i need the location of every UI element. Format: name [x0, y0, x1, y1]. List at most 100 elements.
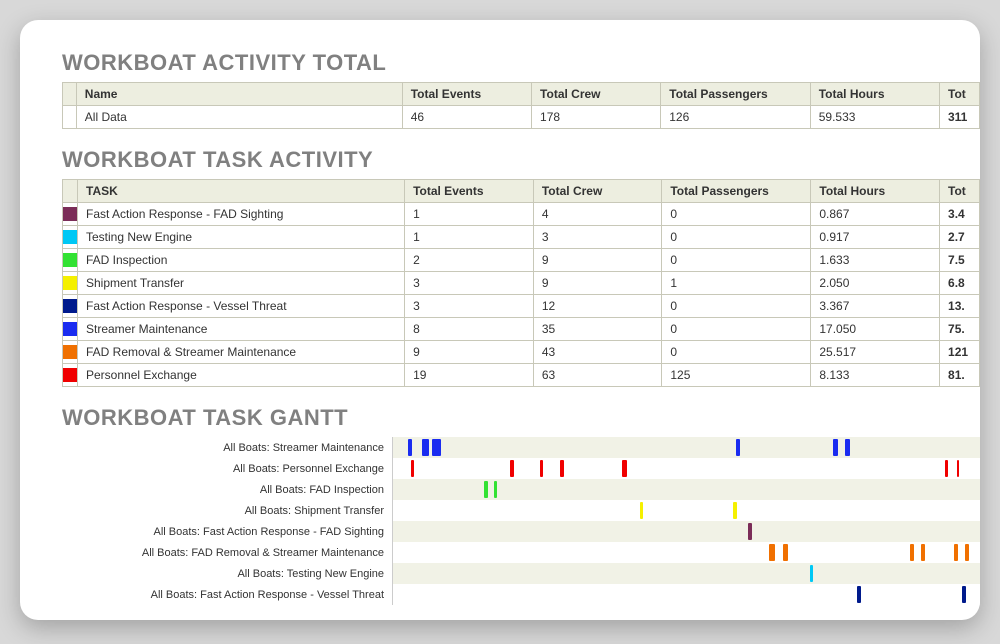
cell-cut: 81.	[940, 364, 980, 387]
gantt-title: WORKBOAT TASK GANTT	[62, 405, 980, 431]
gantt-track	[392, 458, 980, 479]
cell-hours: 3.367	[811, 295, 940, 318]
table-row: All Data 46 178 126 59.533 311	[63, 106, 980, 129]
cell-pax: 0	[662, 226, 811, 249]
cell-crew: 4	[533, 203, 662, 226]
cell-cut: 2.7	[940, 226, 980, 249]
cell-events: 1	[405, 226, 534, 249]
gantt-bar	[622, 460, 627, 477]
cell-pax: 0	[662, 203, 811, 226]
cell-crew: 9	[533, 249, 662, 272]
cell-crew: 35	[533, 318, 662, 341]
gantt-track	[392, 437, 980, 458]
gantt-row-label: All Boats: Fast Action Response - Vessel…	[62, 589, 392, 601]
gantt-bar	[769, 544, 775, 561]
cell-cut: 311	[940, 106, 980, 129]
gantt-bar	[833, 439, 838, 456]
swatch-cell	[63, 318, 78, 341]
col-name: Name	[76, 83, 402, 106]
gantt-bar	[408, 439, 412, 456]
col-cut: Tot	[940, 180, 980, 203]
col-events: Total Events	[405, 180, 534, 203]
cell-events: 3	[405, 295, 534, 318]
cell-events: 2	[405, 249, 534, 272]
gantt-row: All Boats: Fast Action Response - Vessel…	[62, 584, 980, 605]
gantt-row: All Boats: FAD Removal & Streamer Mainte…	[62, 542, 980, 563]
gantt-bar	[733, 502, 737, 519]
swatch-cell	[63, 203, 78, 226]
gantt-bar	[736, 439, 740, 456]
cell-cut: 7.5	[940, 249, 980, 272]
col-events: Total Events	[402, 83, 531, 106]
gantt-bar	[954, 544, 958, 561]
gantt-row-label: All Boats: Personnel Exchange	[62, 463, 392, 475]
cell-name: FAD Removal & Streamer Maintenance	[78, 341, 405, 364]
cell-pax: 1	[662, 272, 811, 295]
cell-cut: 6.8	[940, 272, 980, 295]
col-name: TASK	[78, 180, 405, 203]
cell-hours: 59.533	[810, 106, 939, 129]
col-hours: Total Hours	[810, 83, 939, 106]
cell-hours: 1.633	[811, 249, 940, 272]
gantt-bar	[494, 481, 498, 498]
gantt-row-label: All Boats: Shipment Transfer	[62, 505, 392, 517]
gantt-track	[392, 521, 980, 542]
table-row: Fast Action Response - FAD Sighting1400.…	[63, 203, 980, 226]
cell-crew: 3	[533, 226, 662, 249]
gantt-bar	[510, 460, 514, 477]
swatch-cell	[63, 226, 78, 249]
cell-name: FAD Inspection	[78, 249, 405, 272]
color-swatch	[63, 345, 77, 359]
gantt-bar	[910, 544, 915, 561]
cell-name: Testing New Engine	[78, 226, 405, 249]
gantt-track	[392, 563, 980, 584]
gantt-bar	[411, 460, 415, 477]
gantt-bar	[957, 460, 960, 477]
table-row: Streamer Maintenance835017.05075.	[63, 318, 980, 341]
gantt-bar	[945, 460, 949, 477]
table-header-row: TASK Total Events Total Crew Total Passe…	[63, 180, 980, 203]
cell-name: Fast Action Response - FAD Sighting	[78, 203, 405, 226]
cell-crew: 63	[533, 364, 662, 387]
gantt-bar	[965, 544, 969, 561]
gantt-bar	[962, 586, 966, 603]
cell-cut: 3.4	[940, 203, 980, 226]
cell-name: Personnel Exchange	[78, 364, 405, 387]
cell-pax: 0	[662, 318, 811, 341]
col-crew: Total Crew	[533, 180, 662, 203]
task-title: WORKBOAT TASK ACTIVITY	[62, 147, 980, 173]
gantt-row-label: All Boats: FAD Removal & Streamer Mainte…	[62, 547, 392, 559]
gantt-bar	[640, 502, 644, 519]
gantt-bar	[540, 460, 544, 477]
gantt-track	[392, 542, 980, 563]
swatch-cell	[63, 249, 78, 272]
swatch-cell	[63, 272, 78, 295]
gantt-bar	[422, 439, 429, 456]
gantt-bar	[484, 481, 488, 498]
cell-events: 46	[402, 106, 531, 129]
gantt-row-label: All Boats: FAD Inspection	[62, 484, 392, 496]
gantt-bar	[857, 586, 861, 603]
cell-name: Fast Action Response - Vessel Threat	[78, 295, 405, 318]
gantt-row: All Boats: Personnel Exchange	[62, 458, 980, 479]
cell-pax: 0	[662, 341, 811, 364]
cell-crew: 9	[533, 272, 662, 295]
col-hours: Total Hours	[811, 180, 940, 203]
gantt-row: All Boats: Shipment Transfer	[62, 500, 980, 521]
cell-hours: 2.050	[811, 272, 940, 295]
gantt-bar	[748, 523, 752, 540]
cell-events: 9	[405, 341, 534, 364]
gantt-track	[392, 500, 980, 521]
swatch-cell	[63, 341, 78, 364]
gantt-row: All Boats: Streamer Maintenance	[62, 437, 980, 458]
cell-pax: 125	[662, 364, 811, 387]
gantt-row: All Boats: Testing New Engine	[62, 563, 980, 584]
color-swatch	[63, 230, 77, 244]
cell-hours: 8.133	[811, 364, 940, 387]
col-cut: Tot	[940, 83, 980, 106]
gantt-bar	[432, 439, 441, 456]
col-pax: Total Passengers	[661, 83, 810, 106]
gantt-row-label: All Boats: Fast Action Response - FAD Si…	[62, 526, 392, 538]
col-pax: Total Passengers	[662, 180, 811, 203]
color-swatch	[63, 276, 77, 290]
